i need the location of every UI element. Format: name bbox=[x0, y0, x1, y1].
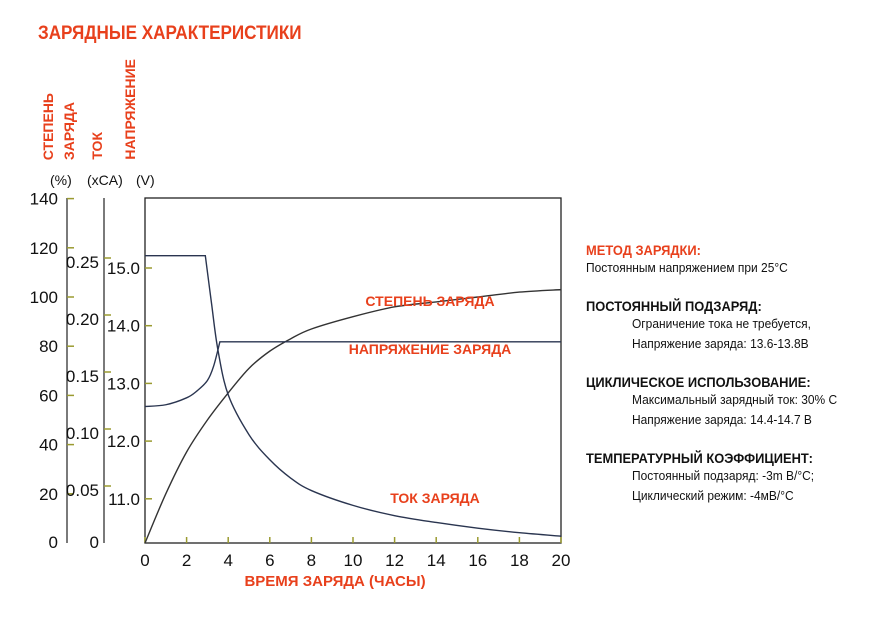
method-text: Постоянным напряжением при 25°С bbox=[586, 260, 788, 275]
series-label: НАПРЯЖЕНИЕ ЗАРЯДА bbox=[349, 341, 512, 357]
x-tick-label: 14 bbox=[427, 551, 446, 570]
temp-title: ТЕМПЕРАТУРНЫЙ КОЭФФИЦИЕНТ: bbox=[586, 450, 813, 466]
axis-tick-label: 0.05 bbox=[66, 481, 99, 500]
method-title: МЕТОД ЗАРЯДКИ: bbox=[586, 242, 701, 258]
cyclic-line: Напряжение заряда: 14.4-14.7 В bbox=[632, 412, 812, 427]
plot-frame bbox=[144, 197, 562, 544]
axis-tick-label: 12.0 bbox=[107, 432, 140, 451]
temp-line: Постоянный подзаряд: -3m В/°С; bbox=[632, 468, 815, 483]
x-tick-label: 12 bbox=[385, 551, 404, 570]
charge-level-line bbox=[144, 288, 562, 544]
axis-tick-label: 0.25 bbox=[66, 253, 99, 272]
x-tick-label: 10 bbox=[344, 551, 363, 570]
x-tick-label: 0 bbox=[140, 551, 149, 570]
unit-volt: (V) bbox=[136, 172, 155, 188]
axis-tick-label: 0.15 bbox=[66, 367, 99, 386]
temp-line: Циклический режим: -4мВ/°С bbox=[632, 488, 794, 503]
x-tick-label: 18 bbox=[510, 551, 529, 570]
axis-tick-label: 0 bbox=[49, 533, 58, 552]
unit-percent: (%) bbox=[50, 172, 72, 188]
axis-tick-label: 13.0 bbox=[107, 374, 140, 393]
axis-tick-label: 100 bbox=[30, 288, 58, 307]
axis-tick-label: 0.20 bbox=[66, 310, 99, 329]
float-line: Ограничение тока не требуется, bbox=[632, 316, 811, 331]
series-label: СТЕПЕНЬ ЗАРЯДА bbox=[365, 293, 494, 309]
x-tick-label: 20 bbox=[552, 551, 571, 570]
x-tick-label: 2 bbox=[182, 551, 191, 570]
axis-tick-label: 11.0 bbox=[108, 490, 140, 509]
axis-tick-label: 15.0 bbox=[107, 259, 140, 278]
axis-tick-label: 40 bbox=[39, 436, 58, 455]
charge-current-line bbox=[145, 255, 562, 537]
axis-tick-label: 80 bbox=[39, 337, 58, 356]
series-label: ТОК ЗАРЯДА bbox=[390, 490, 480, 506]
axis-tick-label: 140 bbox=[30, 190, 58, 209]
page-title: ЗАРЯДНЫЕ ХАРАКТЕРИСТИКИ bbox=[38, 23, 302, 44]
axis-tick-label: 14.0 bbox=[107, 317, 140, 336]
unit-xca: (xCA) bbox=[87, 172, 123, 188]
float-title: ПОСТОЯННЫЙ ПОДЗАРЯД: bbox=[586, 298, 762, 314]
x-tick-label: 16 bbox=[468, 551, 487, 570]
x-tick-label: 8 bbox=[307, 551, 316, 570]
charge-voltage-line bbox=[144, 341, 561, 408]
cyclic-line: Максимальный зарядный ток: 30% С bbox=[632, 392, 838, 407]
x-tick-label: 6 bbox=[265, 551, 274, 570]
axis-tick-label: 0 bbox=[90, 533, 99, 552]
axis-tick-label: 0.10 bbox=[66, 424, 99, 443]
cyclic-title: ЦИКЛИЧЕСКОЕ ИСПОЛЬЗОВАНИЕ: bbox=[586, 374, 811, 390]
info-panel: МЕТОД ЗАРЯДКИ: Постоянным напряжением пр… bbox=[586, 242, 837, 506]
x-axis-label: ВРЕМЯ ЗАРЯДА (ЧАСЫ) bbox=[244, 573, 425, 590]
axis-tick-label: 60 bbox=[39, 386, 58, 405]
axis-tick-label: 20 bbox=[39, 485, 58, 504]
float-line: Напряжение заряда: 13.6-13.8В bbox=[632, 336, 809, 351]
axis-tick-label: 120 bbox=[30, 239, 58, 258]
x-tick-label: 4 bbox=[223, 551, 232, 570]
